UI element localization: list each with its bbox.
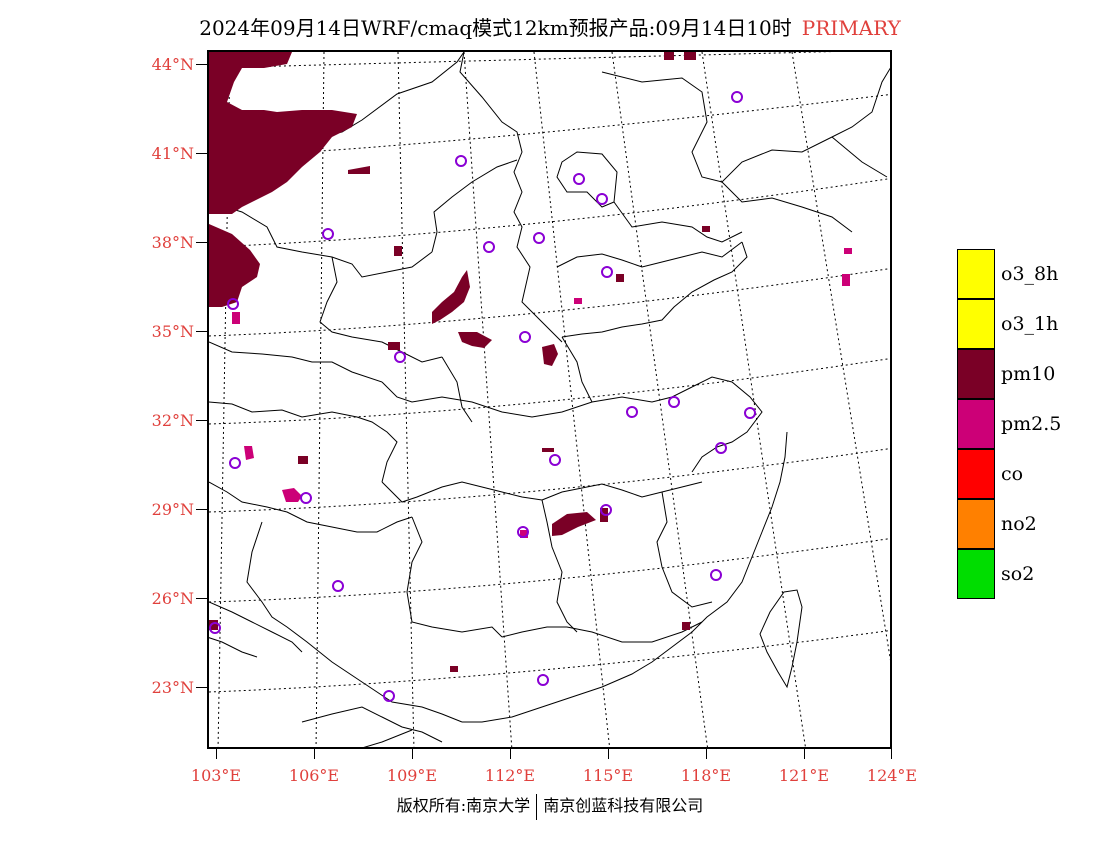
- legend-swatch: [957, 449, 995, 499]
- lon-tick: [412, 749, 413, 759]
- lat-tick: [196, 153, 207, 154]
- title-text: 2024年09月14日WRF/cmaq模式12km预报产品:09月14日10时: [199, 16, 792, 40]
- footer-separator: [536, 793, 538, 820]
- lon-label-109: 109°E: [386, 766, 438, 785]
- lat-tick: [196, 420, 207, 421]
- province-boundaries: [209, 52, 890, 747]
- lon-tick: [510, 749, 511, 759]
- lon-tick: [891, 749, 892, 759]
- lon-tick: [706, 749, 707, 759]
- lon-tick: [314, 749, 315, 759]
- legend-label: pm2.5: [1001, 413, 1062, 435]
- legend-label: so2: [1001, 563, 1035, 585]
- station-markers: [209, 91, 756, 702]
- pm10-regions: [209, 52, 710, 672]
- lat-tick: [196, 687, 207, 688]
- legend-label: o3_1h: [1001, 313, 1059, 335]
- copyright-footer: 版权所有:南京大学 南京创蓝科技有限公司: [0, 792, 1100, 820]
- lat-tick: [196, 242, 207, 243]
- title-tag: PRIMARY: [801, 16, 901, 40]
- lat-label-35: 35°N: [151, 322, 194, 341]
- legend-swatch: [957, 249, 995, 299]
- lat-label-38: 38°N: [151, 233, 194, 252]
- lat-tick: [196, 331, 207, 332]
- lat-label-44: 44°N: [151, 55, 194, 74]
- lat-label-26: 26°N: [151, 589, 194, 608]
- legend-label: pm10: [1001, 363, 1056, 385]
- lat-tick: [196, 598, 207, 599]
- lat-tick: [196, 509, 207, 510]
- legend-swatch: [957, 349, 995, 399]
- graticule-lon: [217, 52, 890, 747]
- legend-label: co: [1001, 463, 1024, 485]
- legend-label: o3_8h: [1001, 263, 1059, 285]
- lon-label-124: 124°E: [866, 766, 918, 785]
- lon-label-121: 121°E: [778, 766, 830, 785]
- lon-tick: [608, 749, 609, 759]
- legend-swatch: [957, 549, 995, 599]
- footer-right: 南京创蓝科技有限公司: [543, 796, 704, 815]
- lon-label-103: 103°E: [190, 766, 242, 785]
- legend-label: no2: [1001, 513, 1037, 535]
- map-panel[interactable]: [207, 50, 892, 749]
- lat-tick: [196, 64, 207, 65]
- lat-label-41: 41°N: [151, 144, 194, 163]
- legend-swatch: [957, 499, 995, 549]
- lat-label-23: 23°N: [151, 678, 194, 697]
- lat-label-29: 29°N: [151, 500, 194, 519]
- lon-label-106: 106°E: [288, 766, 340, 785]
- lon-tick: [216, 749, 217, 759]
- legend-swatch: [957, 399, 995, 449]
- pm25-regions: [232, 248, 852, 538]
- lat-label-32: 32°N: [151, 411, 194, 430]
- lon-tick: [804, 749, 805, 759]
- legend-swatch: [957, 299, 995, 349]
- footer-left: 版权所有:南京大学: [396, 796, 531, 815]
- lon-label-118: 118°E: [680, 766, 732, 785]
- lon-label-115: 115°E: [582, 766, 634, 785]
- map-title: 2024年09月14日WRF/cmaq模式12km预报产品:09月14日10时 P…: [0, 12, 1100, 41]
- lon-label-112: 112°E: [484, 766, 536, 785]
- map-svg: [209, 52, 890, 747]
